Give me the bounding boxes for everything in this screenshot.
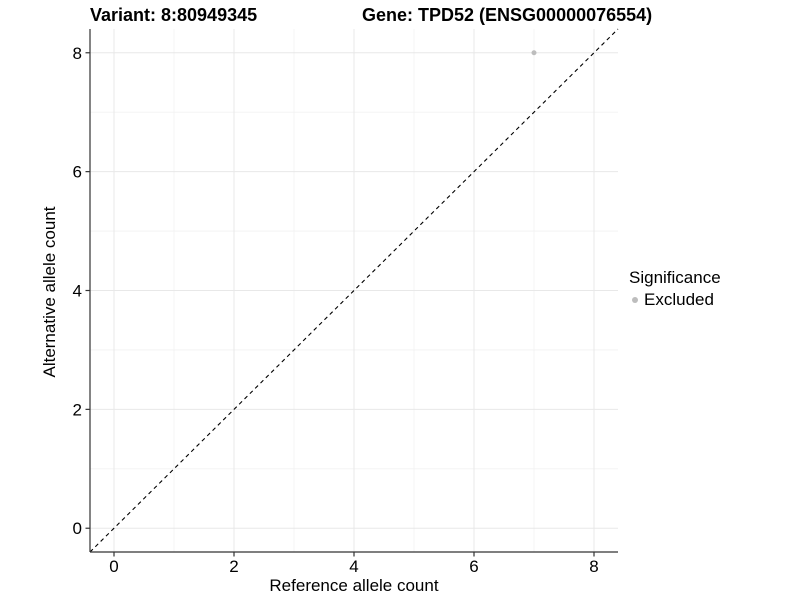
identity-line [89, 28, 619, 553]
y-tick-label: 8 [73, 44, 82, 63]
y-tick-label: 0 [73, 519, 82, 538]
y-tick-label: 2 [73, 400, 82, 419]
x-tick-label: 6 [469, 557, 478, 576]
x-tick-label: 0 [109, 557, 118, 576]
legend: Significance Excluded [629, 268, 721, 310]
legend-item-label: Excluded [644, 290, 714, 309]
x-axis-title: Reference allele count [269, 576, 439, 595]
gene-title: Gene: TPD52 (ENSG00000076554) [362, 5, 653, 25]
data-point [531, 50, 537, 56]
legend-title: Significance [629, 268, 721, 287]
x-tick-label: 8 [589, 557, 598, 576]
y-tick-label: 6 [73, 163, 82, 182]
variant-title: Variant: 8:80949345 [90, 5, 258, 25]
x-tick-label: 4 [349, 557, 358, 576]
legend-item-excluded: Excluded [629, 290, 721, 310]
excluded-point-icon [632, 297, 638, 303]
x-tick-label: 2 [229, 557, 238, 576]
y-axis-title-text: Alternative allele count [40, 206, 59, 378]
y-tick-label: 4 [73, 282, 82, 301]
